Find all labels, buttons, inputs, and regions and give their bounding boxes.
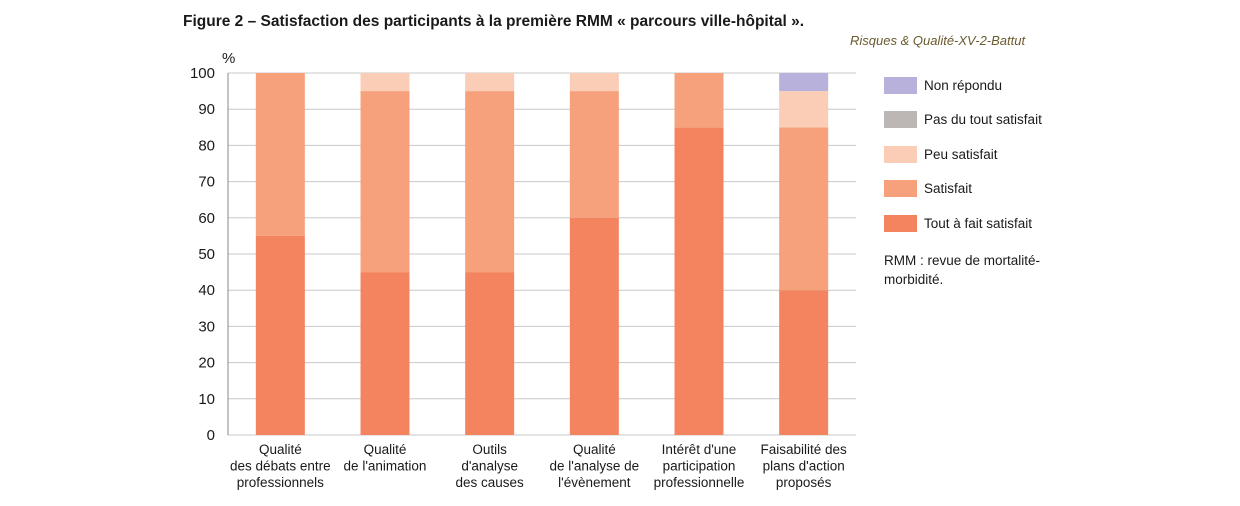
y-tick-label: 20	[198, 355, 215, 372]
y-tick-label: 30	[198, 318, 215, 335]
y-tick-label: 0	[207, 427, 215, 444]
legend-item: Pas du tout satisfait	[884, 109, 1084, 131]
legend-swatch	[884, 214, 917, 232]
y-tick-label: 80	[198, 137, 215, 154]
legend-swatch	[884, 111, 917, 128]
y-tick-label: 100	[190, 65, 215, 82]
bar-segment	[465, 91, 515, 273]
abbreviation-note: RMM : revue de mortalité-morbidité.	[884, 253, 1041, 287]
legend-item: Tout à fait satisfait	[884, 212, 1084, 234]
figure-title: Figure 2 – Satisfaction des participants…	[183, 13, 805, 30]
bar-segment	[465, 272, 515, 435]
y-tick-label: 60	[198, 210, 215, 227]
x-category-label: Qualité de l'animation	[344, 442, 427, 474]
figure-source: Risques & Qualité-XV-2-Battut	[850, 33, 1026, 48]
y-tick-label: 40	[198, 282, 215, 299]
bar-segment	[674, 73, 724, 128]
bar-segment	[569, 217, 619, 435]
bar-segment	[360, 73, 410, 92]
legend-label: Pas du tout satisfait	[924, 112, 1042, 127]
legend-label: Satisfait	[924, 181, 973, 196]
bar-segment	[779, 127, 829, 291]
y-tick-label: 10	[198, 391, 215, 408]
legend-label: Peu satisfait	[924, 146, 998, 162]
chart-legend: Non répondu Pas du tout satisfait Peu sati…	[884, 74, 1084, 247]
x-category-label: Qualité des débats entre professionnels	[230, 442, 331, 490]
legend-label: Tout à fait satisfait	[924, 215, 1033, 231]
stacked-bar-chart: 0 10 20 30 40 50 60 70 80 90 100% Qualité des débats…	[190, 50, 856, 490]
legend-item: Satisfait	[884, 178, 1084, 200]
legend-swatch	[884, 76, 917, 94]
legend-swatch	[884, 145, 917, 163]
bar-segment	[360, 272, 410, 435]
bar-segment	[569, 91, 619, 218]
bar-segment	[255, 235, 305, 435]
y-tick-label: 50	[198, 246, 215, 263]
legend-swatch	[884, 180, 917, 197]
y-tick-label: 90	[198, 101, 215, 118]
x-category-label: Qualité de l'analyse de l'évènement	[550, 442, 640, 490]
y-axis-unit: %	[222, 50, 235, 67]
x-category-label: Faisabilité des plans d'action proposés	[761, 442, 848, 490]
y-tick-label: 70	[198, 174, 215, 191]
bar-segment	[465, 73, 515, 92]
legend-item: Peu satisfait	[884, 143, 1084, 165]
x-category-label: Intérêt d'une participation professionnell…	[654, 442, 745, 490]
bar-segment	[779, 91, 829, 128]
x-category-label: Outils d'analyse des causes	[456, 442, 525, 490]
bar-segment	[674, 127, 724, 436]
bar-segment	[255, 73, 305, 236]
bar-segment	[779, 290, 829, 435]
legend-label: Non répondu	[924, 77, 1003, 93]
bar-segment	[779, 73, 829, 92]
legend-item: Non répondu	[884, 74, 1084, 96]
bar-segment	[569, 73, 619, 92]
bar-segment	[360, 91, 410, 273]
